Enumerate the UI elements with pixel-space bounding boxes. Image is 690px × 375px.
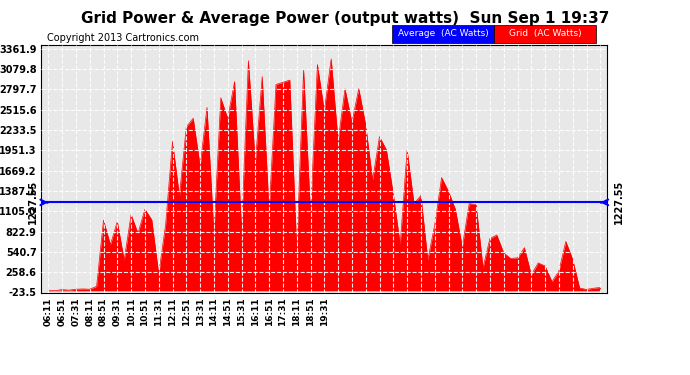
Text: 1227.55: 1227.55	[614, 180, 624, 225]
FancyBboxPatch shape	[392, 25, 494, 42]
Text: Grid  (AC Watts): Grid (AC Watts)	[509, 29, 581, 38]
Text: Average  (AC Watts): Average (AC Watts)	[397, 29, 489, 38]
FancyBboxPatch shape	[494, 25, 596, 42]
Text: Copyright 2013 Cartronics.com: Copyright 2013 Cartronics.com	[47, 33, 199, 42]
Text: 1227.55: 1227.55	[28, 180, 38, 225]
Text: Grid Power & Average Power (output watts)  Sun Sep 1 19:37: Grid Power & Average Power (output watts…	[81, 11, 609, 26]
